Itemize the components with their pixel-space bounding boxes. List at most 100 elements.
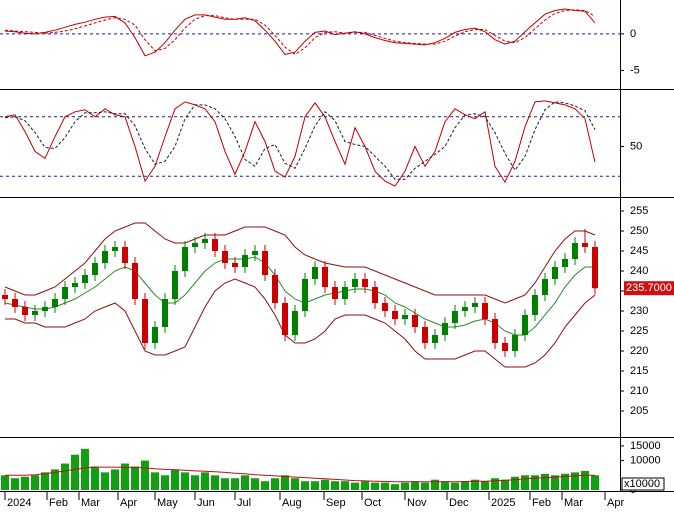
candle-body [542, 279, 548, 295]
volume-bar [161, 475, 169, 490]
volume-bar [121, 463, 129, 490]
volume-bar [331, 481, 339, 490]
volume-bar [361, 481, 369, 490]
volume-bar [351, 482, 359, 490]
candle-body [222, 251, 228, 263]
y-tick-label: 255 [630, 205, 648, 217]
x-tick-label: Mar [564, 497, 583, 509]
candle-body [162, 299, 168, 327]
candle-body [392, 311, 398, 319]
volume-bar [491, 478, 499, 490]
candle-body [382, 303, 388, 311]
x-tick-label: Oct [364, 497, 381, 509]
candle-body [422, 327, 428, 343]
last-price-box [624, 281, 674, 296]
volume-bar [311, 481, 319, 490]
volume-bar [151, 472, 159, 490]
y-tick-label: 225 [630, 325, 648, 337]
y-tick-label: 0 [630, 28, 636, 40]
line [4, 100, 596, 187]
volume-bar [181, 472, 189, 490]
candle-body [482, 303, 488, 319]
volume-bar [481, 481, 489, 490]
candle-body [452, 311, 458, 323]
volume-bar [391, 484, 399, 490]
candle-body [42, 307, 48, 311]
candle-body [212, 239, 218, 251]
volume-bar [171, 469, 179, 490]
volume-bar [521, 475, 529, 490]
volume-bar [241, 475, 249, 490]
line [4, 9, 596, 56]
y-tick-label: 210 [630, 385, 648, 397]
candle-body [372, 287, 378, 303]
volume-bar [91, 466, 99, 490]
candle-body [432, 335, 438, 343]
candle-body [282, 303, 288, 335]
volume-bar [451, 482, 459, 490]
candle-body [332, 287, 338, 299]
y-tick-label: 205 [630, 405, 648, 417]
candle-body [242, 255, 248, 267]
candle-body [82, 275, 88, 283]
candle-body [92, 263, 98, 275]
y-tick-label: 250 [630, 225, 648, 237]
candle-body [172, 271, 178, 299]
x-tick-label: Apr [607, 497, 624, 509]
volume-bar [261, 481, 269, 490]
volume-bar [551, 475, 559, 490]
candle-body [32, 311, 38, 315]
x-tick-label: Mar [81, 497, 100, 509]
candle-body [292, 311, 298, 335]
volume-bar [511, 476, 519, 490]
y-tick-label: 215 [630, 365, 648, 377]
last-price-label: 235.7000 [626, 282, 672, 294]
volume-bar [541, 473, 549, 490]
x-tick-label: Jul [237, 497, 251, 509]
x-tick-label: Aug [282, 497, 302, 509]
volume-bar [591, 475, 599, 490]
candle-body [12, 299, 18, 307]
candle-body [472, 303, 478, 307]
candle-body [202, 239, 208, 243]
volume-bar [1, 475, 9, 490]
x-tick-label: Jun [197, 497, 215, 509]
volume-bar [81, 448, 89, 490]
volume-bar [11, 478, 19, 490]
volume-bar [51, 469, 59, 490]
candle-body [182, 247, 188, 271]
volume-bar [271, 478, 279, 490]
volume-bar [31, 475, 39, 490]
volume-bar [381, 482, 389, 490]
line [4, 101, 596, 180]
candle-body [442, 323, 448, 335]
candle-body [322, 267, 328, 287]
y-tick-label: 15000 [630, 440, 661, 452]
volume-bar [341, 481, 349, 490]
candle-body [342, 287, 348, 299]
candle-body [462, 307, 468, 311]
x-tick-label: Dec [449, 497, 469, 509]
line [5, 466, 595, 483]
volume-bar [71, 454, 79, 490]
volume-bar [471, 479, 479, 490]
y-tick-label: -5 [630, 64, 640, 76]
line [4, 222, 596, 304]
y-tick-label: 50 [630, 140, 642, 152]
volume-bar [501, 479, 509, 490]
candle-body [312, 267, 318, 279]
x-tick-label: Nov [407, 497, 427, 509]
candle-body [302, 279, 308, 311]
volume-bar [201, 472, 209, 490]
candle-body [552, 267, 558, 279]
x-tick-label: 2024 [7, 497, 31, 509]
y-tick-label: 10000 [630, 454, 661, 466]
volume-bar [301, 481, 309, 490]
volume-bar [581, 470, 589, 490]
candle-body [402, 315, 408, 319]
candle-body [592, 247, 598, 289]
candle-body [362, 279, 368, 287]
candle-body [272, 275, 278, 303]
volume-bar [21, 476, 29, 490]
volume-bar [571, 472, 579, 490]
